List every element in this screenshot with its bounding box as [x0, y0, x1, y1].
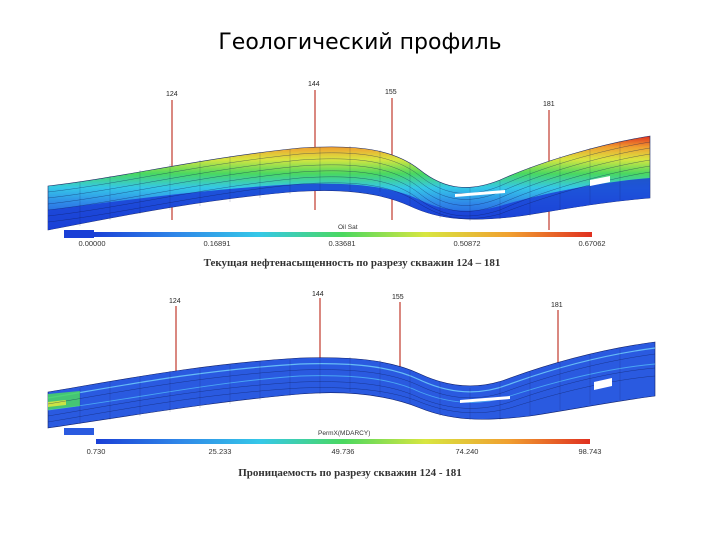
well-label: 181: [543, 101, 555, 108]
well-label: 144: [312, 291, 324, 298]
well-155: 155: [392, 294, 404, 370]
oil-saturation-section: 124 144 155 181: [47, 81, 651, 269]
colorbar-tick: 0.67062: [578, 239, 605, 248]
well-label: 124: [169, 298, 181, 305]
section-caption: Текущая нефтенасыщенность по разрезу скв…: [204, 257, 501, 269]
permeability-section: 124 144 155 181: [47, 291, 656, 479]
colorbar: Oil Sat 0.00000 0.16891 0.33681 0.50872 …: [78, 224, 605, 248]
colorbar-tick: 0.00000: [78, 239, 105, 248]
colorbar-tick: 74.240: [456, 447, 479, 456]
colorbar-tick: 0.50872: [453, 239, 480, 248]
well-label: 181: [551, 302, 563, 309]
section-caption: Проницаемость по разрезу скважин 124 - 1…: [238, 467, 462, 479]
colorbar-scale: [92, 232, 592, 237]
page-title: Геологический профиль: [218, 30, 502, 55]
well-144: 144: [312, 291, 324, 362]
reservoir-body: [47, 135, 651, 238]
colorbar-tick: 49.736: [332, 447, 355, 456]
colorbar-tick: 0.16891: [203, 239, 230, 248]
reservoir-body: [47, 341, 656, 435]
well-124: 124: [169, 298, 181, 382]
well-label: 124: [166, 91, 178, 98]
well-label: 155: [385, 89, 397, 96]
well-label: 155: [392, 294, 404, 301]
well-label: 144: [308, 81, 320, 88]
colorbar-tick: 0.730: [87, 447, 106, 456]
property-label: Oil Sat: [338, 224, 358, 231]
colorbar-tick: 0.33681: [328, 239, 355, 248]
colorbar-tick: 25.233: [209, 447, 232, 456]
colorbar: PermX(MDARCY) 0.730 25.233 49.736 74.240…: [87, 430, 602, 456]
colorbar-scale: [96, 439, 590, 444]
colorbar-tick: 98.743: [579, 447, 602, 456]
property-label: PermX(MDARCY): [318, 430, 370, 437]
